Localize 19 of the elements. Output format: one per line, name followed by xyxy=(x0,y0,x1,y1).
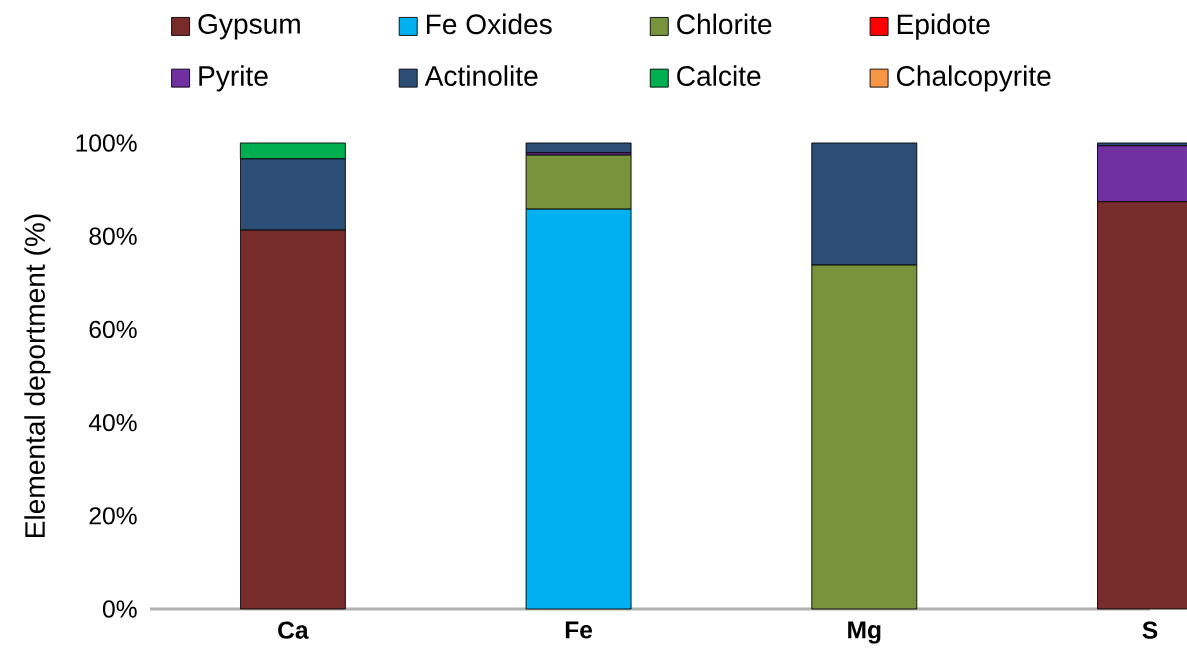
legend-label: Calcite xyxy=(677,65,761,86)
x-tick-label: Mg xyxy=(848,621,881,644)
legend-label: Epidote xyxy=(897,13,990,40)
legend-label: Chlorite xyxy=(677,13,772,35)
y-tick-label: 80% xyxy=(89,227,137,245)
legend-label: Pyrite xyxy=(199,65,268,92)
y-tick-label: 20% xyxy=(89,507,137,525)
legend-label: Gypsum xyxy=(198,13,300,40)
y-tick-label: 40% xyxy=(88,413,137,432)
x-tick-label: Fe xyxy=(565,621,593,639)
y-tick-label: 100% xyxy=(76,134,137,152)
legend-label: Actinolite xyxy=(424,65,538,86)
legend-label: Chalcopyrite xyxy=(896,65,1051,92)
x-tick-label: S xyxy=(1142,621,1158,639)
x-tick-label: Ca xyxy=(278,621,309,639)
legend-label: Fe Oxides xyxy=(426,13,552,35)
y-tick-label: 60% xyxy=(89,320,137,339)
y-tick-label: 0% xyxy=(102,600,137,618)
y-axis-title: Elemental deportment (%) xyxy=(24,214,51,537)
